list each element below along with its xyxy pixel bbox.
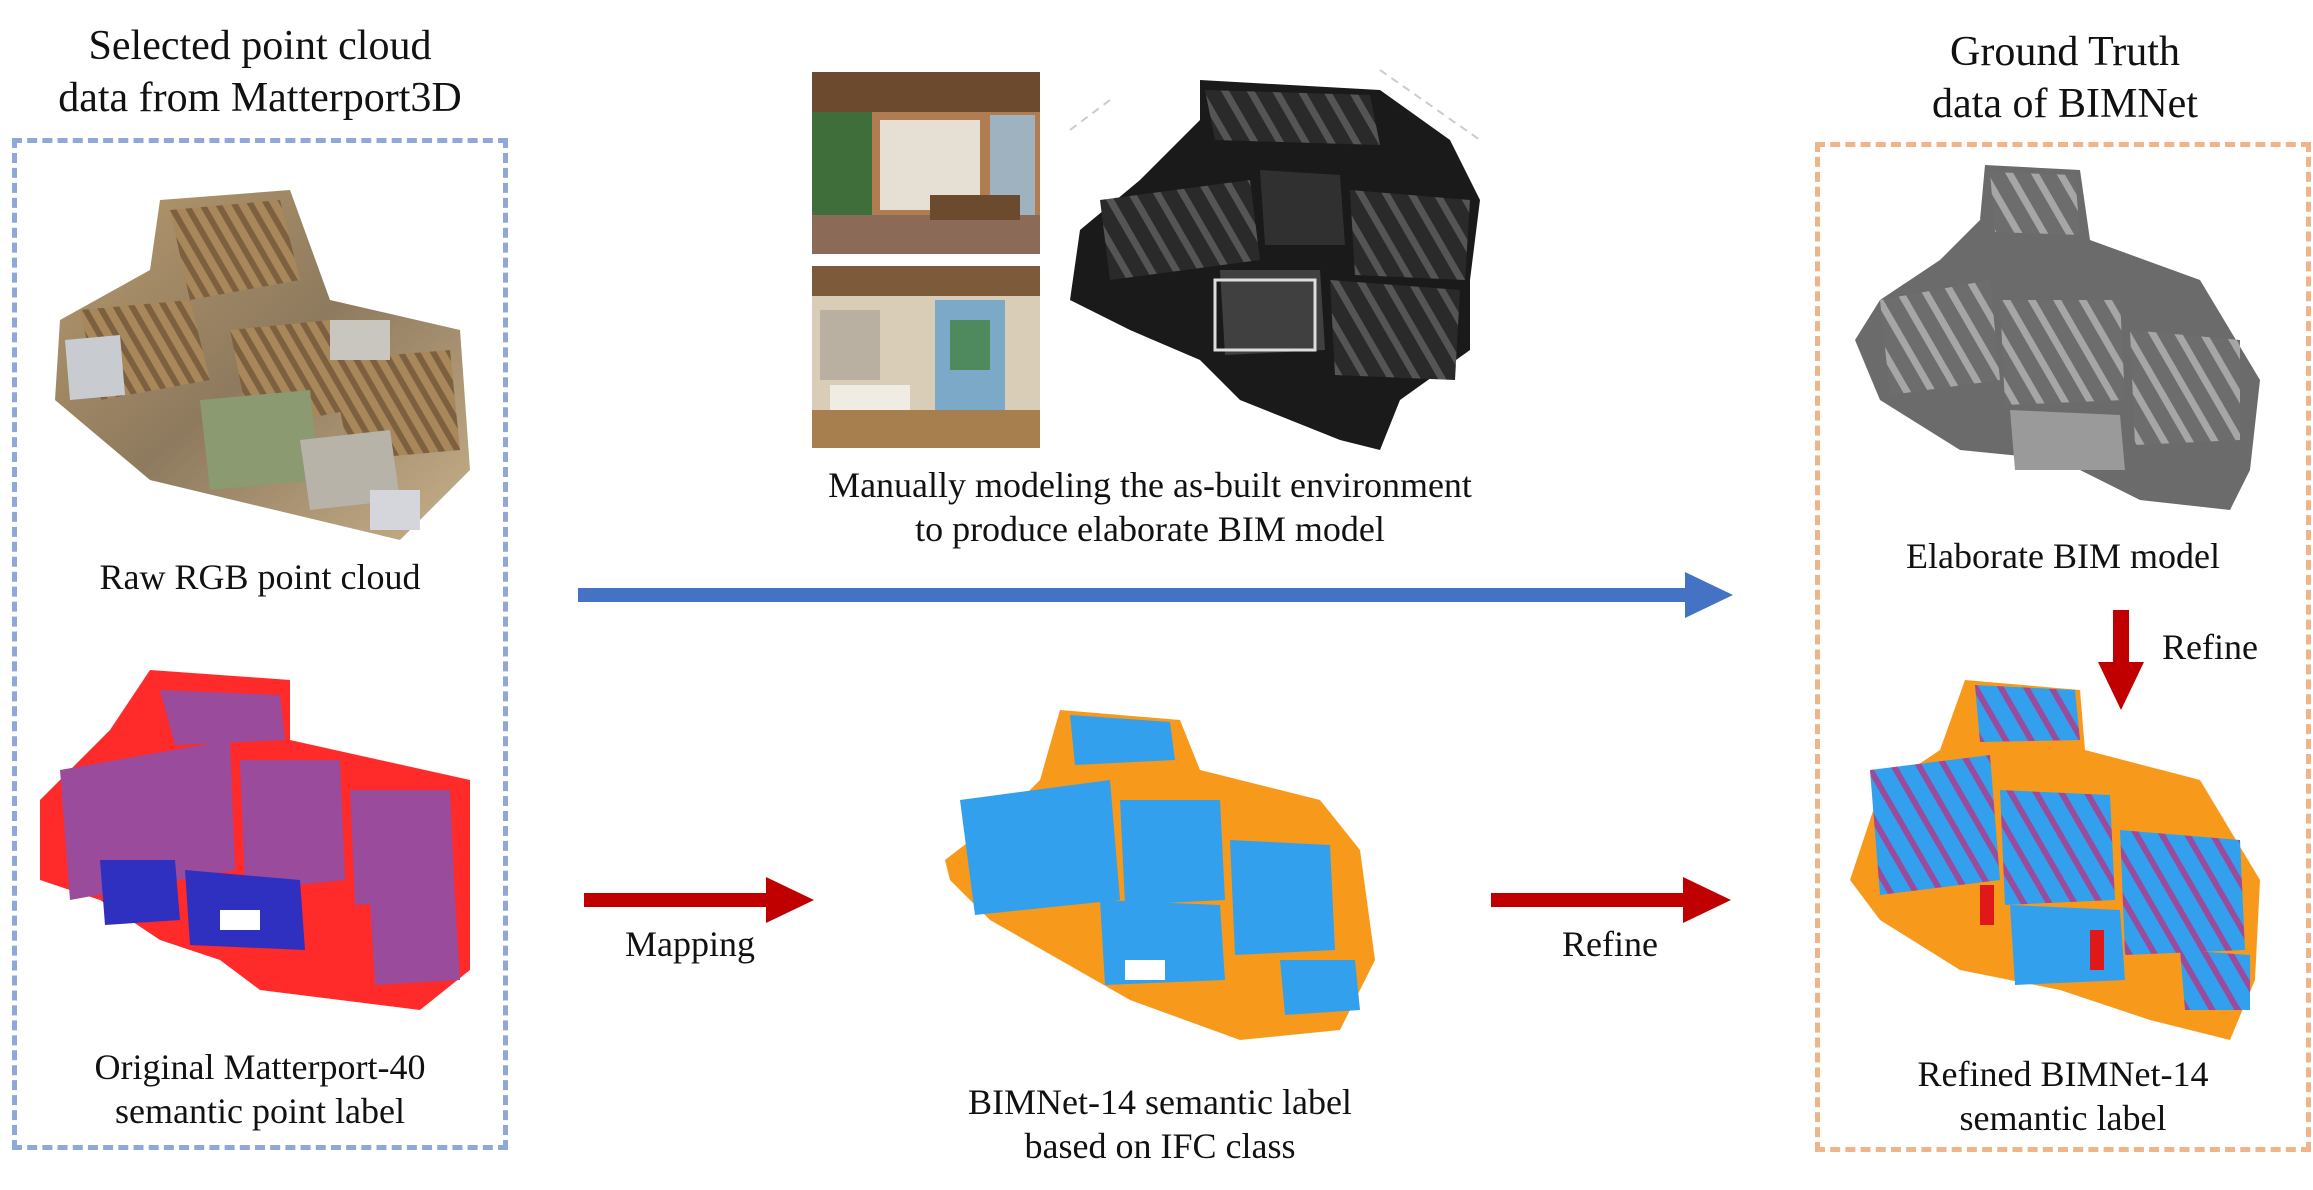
scene-photo-living-room: [812, 266, 1040, 448]
raw-rgb-caption: Raw RGB point cloud: [99, 557, 421, 597]
matterport-group-box: [12, 138, 508, 1150]
refine-arrow-middle: [1491, 877, 1731, 923]
scene-photo-terrace: [812, 72, 1040, 254]
bim-model-black-image: [1069, 69, 1481, 450]
bim-model-grey-image: [1855, 165, 2260, 510]
bimnet-14-caption: BIMNet-14 semantic label based on IFC cl…: [968, 1082, 1352, 1166]
matterport-40-label-image: [40, 670, 470, 1010]
refined-bimnet-caption: Refined BIMNet-14 semantic label: [1917, 1054, 2209, 1138]
bimnet-14-label-image: [945, 710, 1375, 1040]
refine-label-right: Refine: [2162, 627, 2258, 667]
refine-arrow-down: [2098, 610, 2144, 710]
bimnet-group-title: Ground Truth data of BIMNet: [1932, 29, 2198, 127]
bimnet-ground-truth-box: [1815, 142, 2311, 1152]
refine-label-middle: Refine: [1562, 924, 1658, 964]
elaborate-bim-caption: Elaborate BIM model: [1906, 536, 2220, 576]
mapping-arrow: [584, 877, 814, 923]
refined-bimnet-14-label-image: [1850, 680, 2260, 1040]
matterport-40-caption: Original Matterport-40 semantic point la…: [94, 1047, 426, 1131]
modeling-flow-arrow: [578, 572, 1733, 618]
mapping-label: Mapping: [625, 924, 755, 964]
matterport-group-title: Selected point cloud data from Matterpor…: [58, 23, 462, 121]
modeling-caption: Manually modeling the as-built environme…: [828, 465, 1472, 549]
raw-rgb-point-cloud-image: [55, 190, 470, 540]
